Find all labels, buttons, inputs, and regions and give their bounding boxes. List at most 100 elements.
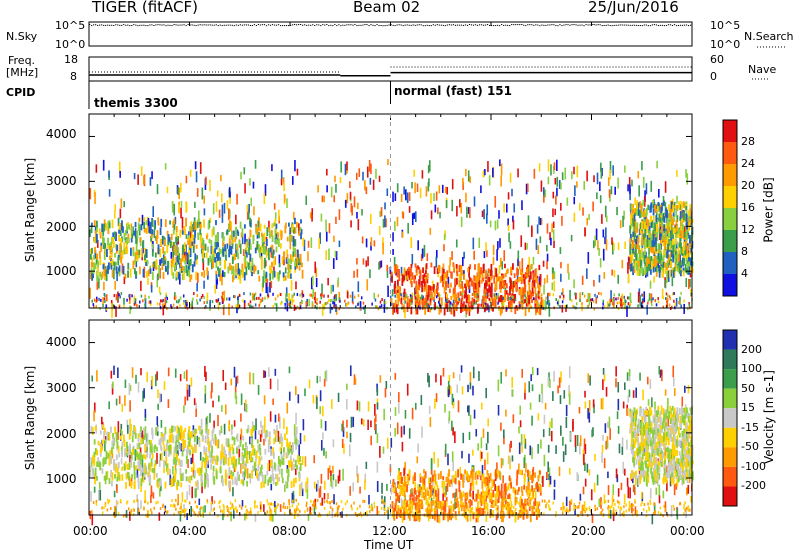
power-feature-2 <box>670 261 672 268</box>
power-feature-2 <box>676 204 679 210</box>
power-echo <box>516 272 519 280</box>
power-feature-0 <box>167 260 170 269</box>
power-echo <box>435 250 438 259</box>
power-feature-1 <box>509 298 512 305</box>
power-echo <box>612 298 614 306</box>
power-feature-0 <box>143 217 146 222</box>
velocity-echo <box>518 463 520 475</box>
power-feature-2 <box>650 242 653 248</box>
date-title: 25/Jun/2016 <box>588 0 679 16</box>
velocity-echo <box>341 423 343 432</box>
velocity-echo <box>131 367 134 378</box>
power-feature-0 <box>251 271 253 277</box>
velocity-feature-0 <box>267 462 270 470</box>
velocity-echo <box>628 372 631 382</box>
power-echo <box>607 301 609 309</box>
power-feature-2 <box>678 265 681 274</box>
velocity-echo <box>667 398 669 408</box>
power-echo <box>400 193 403 203</box>
power-echo <box>463 301 465 309</box>
velocity-echo <box>124 379 127 388</box>
power-echo <box>564 167 567 180</box>
nsky-sample <box>352 24 354 26</box>
power-feature-0 <box>245 266 248 276</box>
power-feature-2 <box>647 219 650 228</box>
velocity-echo <box>510 440 512 448</box>
power-near-echo <box>637 304 639 308</box>
power-feature-0 <box>194 253 197 261</box>
power-near-echo <box>162 298 165 302</box>
velocity-echo <box>141 430 144 440</box>
velocity-echo <box>420 395 423 406</box>
velocity-colorbar-tick: -200 <box>741 479 766 493</box>
power-feature-1 <box>431 292 434 301</box>
power-near-echo <box>410 302 412 306</box>
velocity-feature-0 <box>192 462 195 470</box>
power-feature-0 <box>196 255 199 260</box>
velocity-echo <box>398 403 400 414</box>
power-feature-0 <box>93 220 96 227</box>
power-near-echo <box>562 294 565 298</box>
velocity-echo <box>376 461 379 473</box>
power-echo <box>353 270 355 278</box>
power-feature-0 <box>289 264 292 270</box>
power-colorbar-tick: 4 <box>741 267 748 280</box>
power-feature-1 <box>443 286 446 294</box>
power-feature-0 <box>251 257 254 267</box>
velocity-echo <box>612 511 615 522</box>
velocity-echo <box>437 458 439 468</box>
power-echo <box>320 213 323 222</box>
velocity-echo <box>299 432 302 445</box>
power-feature-1 <box>408 266 410 272</box>
velocity-feature-0 <box>185 469 188 474</box>
power-echo <box>533 168 536 179</box>
power-echo <box>358 168 361 177</box>
velocity-feature-0 <box>171 478 174 487</box>
power-near-echo <box>189 303 192 307</box>
power-feature-2 <box>661 220 664 227</box>
power-near-echo <box>272 304 274 308</box>
power-feature-0 <box>96 233 98 243</box>
power-near-echo <box>486 295 489 299</box>
power-feature-0 <box>265 239 268 247</box>
power-echo <box>624 241 626 250</box>
velocity-echo <box>387 507 389 520</box>
velocity-feature-0 <box>160 479 162 486</box>
velocity-echo <box>647 399 650 406</box>
velocity-echo <box>624 382 626 390</box>
velocity-feature-0 <box>283 447 285 453</box>
power-feature-0 <box>291 224 294 230</box>
power-feature-2 <box>643 255 646 264</box>
nsky-sample <box>95 24 97 26</box>
velocity-echo <box>497 404 500 416</box>
power-echo <box>215 279 218 289</box>
nsky-sample <box>424 25 426 27</box>
velocity-echo <box>500 457 503 469</box>
power-feature-0 <box>121 220 123 228</box>
power-near-echo <box>345 304 348 308</box>
power-echo <box>189 169 192 177</box>
power-echo <box>356 211 358 219</box>
velocity-echo <box>186 513 188 521</box>
power-feature-2 <box>632 240 635 248</box>
power-feature-0 <box>282 252 285 261</box>
power-near-echo <box>678 301 680 305</box>
power-feature-0 <box>229 262 231 271</box>
nsky-sample <box>661 24 664 26</box>
velocity-feature-0 <box>224 469 227 479</box>
velocity-echo <box>639 372 641 381</box>
power-echo <box>120 198 123 209</box>
power-feature-0 <box>175 248 177 256</box>
velocity-echo <box>553 479 556 488</box>
power-feature-2 <box>684 263 687 273</box>
velocity-echo <box>116 484 118 493</box>
power-near-echo <box>617 307 620 311</box>
power-feature-1 <box>453 264 455 272</box>
nsky-sample <box>287 25 290 27</box>
nsky-sample <box>422 25 424 27</box>
velocity-echo <box>240 428 243 437</box>
power-echo <box>493 292 496 302</box>
power-echo <box>488 305 490 313</box>
velocity-echo <box>655 487 658 495</box>
power-echo <box>364 180 366 191</box>
